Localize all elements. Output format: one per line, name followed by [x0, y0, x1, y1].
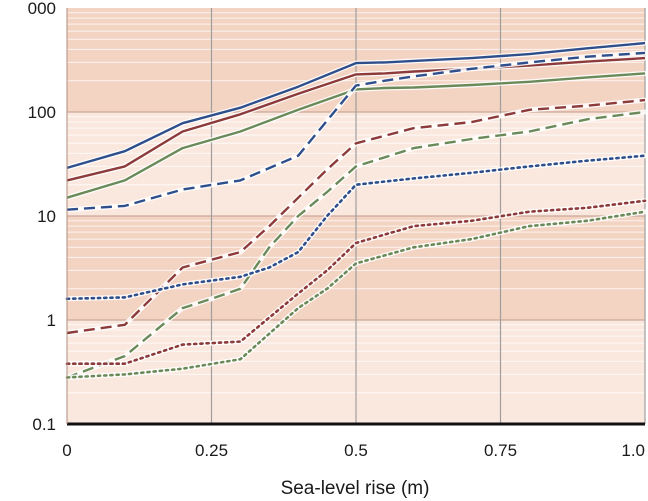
x-axis-title: Sea-level rise (m): [281, 478, 430, 499]
y-tick-label: 1: [47, 311, 56, 330]
x-tick-label: 0.75: [484, 441, 517, 460]
series-line-4: [66, 98, 646, 335]
y-tick-label: 0.1: [32, 415, 56, 434]
y-tick-label: 10: [37, 207, 56, 226]
x-tick-label: 0.5: [344, 441, 368, 460]
series-line-0: [66, 41, 646, 170]
x-tick-label: 0: [62, 441, 71, 460]
axes: [66, 8, 645, 426]
series-line-5: [66, 110, 646, 379]
series-line-6: [65, 154, 647, 301]
x-tick-label: 1.0: [621, 441, 645, 460]
series-line-8: [65, 210, 647, 379]
series-line-3: [66, 51, 646, 211]
y-tick-label: 100: [28, 103, 56, 122]
series-layer: [64, 40, 648, 380]
series-line-2: [66, 72, 646, 199]
y-tick-label: 000: [28, 0, 56, 18]
grid: [67, 8, 646, 424]
x-tick-label: 0.25: [195, 441, 228, 460]
series-line-1: [66, 56, 646, 182]
series-line-7: [65, 199, 647, 366]
